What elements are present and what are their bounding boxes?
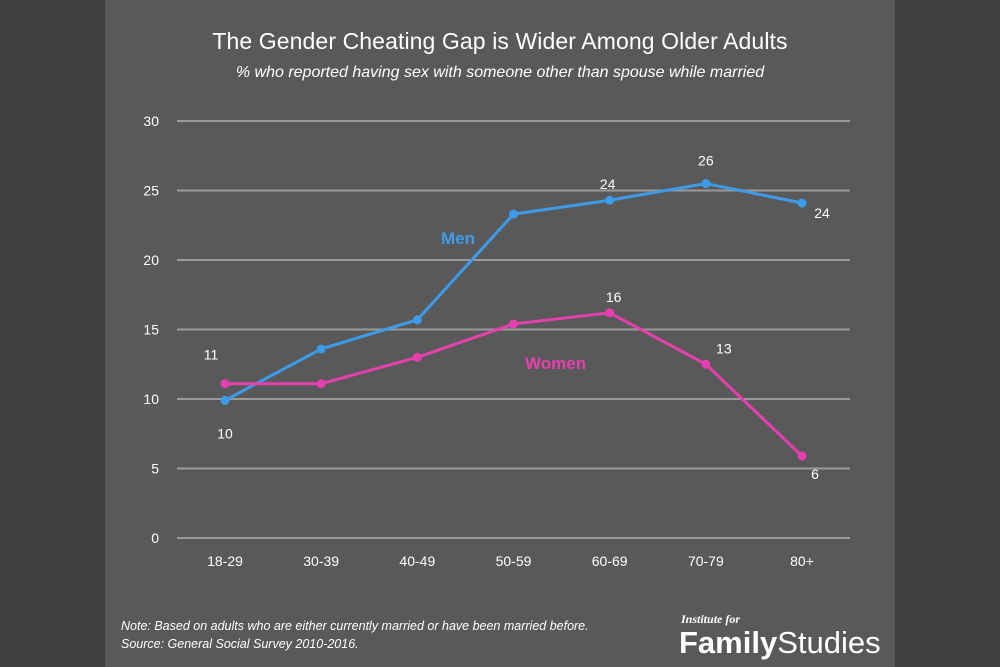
chart-panel: The Gender Cheating Gap is Wider Among O… — [105, 0, 895, 667]
data-label-men-60-69: 24 — [600, 176, 616, 192]
data-point-men-80+ — [797, 198, 807, 208]
y-tick-label-15: 15 — [143, 322, 159, 338]
data-point-women-18-29 — [220, 379, 230, 389]
y-tick-label-20: 20 — [143, 252, 159, 268]
logo-word-family: Family — [679, 625, 778, 660]
y-tick-label-10: 10 — [143, 391, 159, 407]
data-point-men-60-69 — [605, 195, 615, 205]
series-lines — [220, 179, 807, 461]
data-label-women-18-29: 11 — [204, 347, 219, 363]
y-tick-label-30: 30 — [143, 113, 159, 129]
data-point-women-70-79 — [701, 359, 711, 369]
data-label-men-18-29: 10 — [217, 425, 233, 441]
x-tick-label-30-39: 30-39 — [303, 553, 339, 569]
footnote-note: Note: Based on adults who are either cur… — [121, 619, 589, 633]
data-point-men-18-29 — [220, 395, 230, 405]
line-chart: 0 5 10 15 20 25 30 18-29 30-39 40-49 50-59 60-69 70… — [143, 113, 850, 569]
data-point-men-70-79 — [701, 179, 711, 189]
data-point-women-60-69 — [605, 308, 615, 318]
y-tick-label-5: 5 — [151, 461, 159, 477]
data-point-men-50-59 — [509, 209, 519, 219]
right-margin — [895, 0, 1000, 667]
y-tick-label-25: 25 — [143, 183, 159, 199]
data-point-women-50-59 — [509, 319, 519, 329]
series-label-men: Men — [441, 229, 475, 248]
data-label-women-80+: 6 — [811, 466, 819, 482]
series-label-women: Women — [525, 354, 586, 373]
left-margin — [0, 0, 105, 667]
x-tick-label-50-59: 50-59 — [496, 553, 532, 569]
y-tick-labels: 0 5 10 15 20 25 30 — [143, 113, 159, 546]
data-point-women-80+ — [797, 451, 807, 461]
data-label-men-70-79: 26 — [698, 153, 714, 169]
series-line-women — [225, 311, 804, 458]
chart-subtitle: % who reported having sex with someone o… — [235, 64, 765, 81]
data-label-men-80+: 24 — [814, 205, 830, 221]
footnote-source: Source: General Social Survey 2010-2016. — [121, 637, 359, 651]
data-point-women-40-49 — [412, 352, 422, 362]
data-label-women-60-69: 16 — [606, 289, 622, 305]
y-tick-label-0: 0 — [151, 530, 159, 546]
data-point-men-30-39 — [316, 344, 326, 354]
x-tick-labels: 18-29 30-39 40-49 50-59 60-69 70-79 80+ — [207, 553, 814, 569]
logo-top-text: Institute for — [681, 612, 741, 626]
gridlines — [177, 120, 850, 539]
data-labels: 10 24 26 24 11 16 13 6 — [204, 153, 830, 482]
logo-word-studies: Studies — [777, 625, 881, 660]
x-tick-label-18-29: 18-29 — [207, 553, 243, 569]
data-label-women-70-79: 13 — [716, 340, 732, 356]
chart-title: The Gender Cheating Gap is Wider Among O… — [212, 28, 788, 54]
footnote: Note: Based on adults who are either cur… — [121, 617, 589, 653]
data-point-men-40-49 — [412, 315, 422, 325]
x-tick-label-80+: 80+ — [790, 553, 814, 569]
logo-main-text: FamilyStudies — [679, 625, 881, 661]
x-tick-label-60-69: 60-69 — [592, 553, 628, 569]
x-tick-label-70-79: 70-79 — [688, 553, 724, 569]
data-point-women-30-39 — [316, 379, 326, 389]
x-tick-label-40-49: 40-49 — [399, 553, 435, 569]
